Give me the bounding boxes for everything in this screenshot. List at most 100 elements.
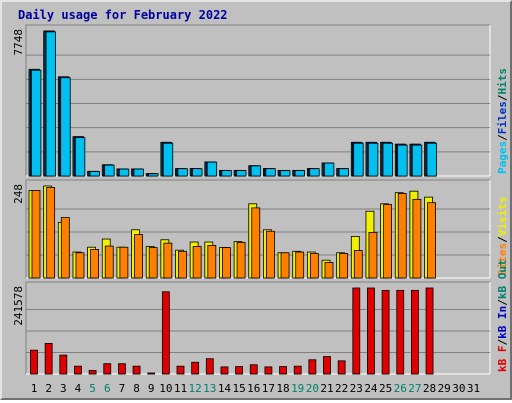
legend-item-visits: Visits xyxy=(496,197,509,237)
x-tick-label-day-25: 25 xyxy=(379,382,392,395)
bar-pages-day-17 xyxy=(265,168,276,177)
bar-pages-day-5 xyxy=(89,171,100,177)
bar-kbytes-day-2 xyxy=(44,342,53,375)
x-tick-label-day-14: 14 xyxy=(218,382,232,395)
bar-kbytes-day-15 xyxy=(235,366,244,375)
bar-sites-day-16 xyxy=(251,207,261,279)
bar-sites-day-25 xyxy=(383,204,393,279)
bar-pages-day-26 xyxy=(397,144,408,177)
bar-sites-day-22 xyxy=(339,253,349,279)
bar-pages-day-27 xyxy=(411,144,423,177)
bar-pages-day-1 xyxy=(30,69,42,177)
bar-kbytes-day-21 xyxy=(323,356,331,375)
bar-sites-day-4 xyxy=(75,252,85,279)
bar-pages-day-6 xyxy=(104,164,115,177)
plot-area xyxy=(25,281,491,375)
bar-pages-day-2 xyxy=(45,31,56,177)
bar-kbytes-day-14 xyxy=(220,366,229,375)
bar-sites-day-3 xyxy=(60,217,70,279)
bar-sites-day-27 xyxy=(412,198,422,279)
bar-sites-day-9 xyxy=(148,247,158,279)
x-tick-label-day-22: 22 xyxy=(335,382,348,395)
bar-pages-day-3 xyxy=(60,77,71,177)
bar-kbytes-day-17 xyxy=(264,366,273,375)
bar-sites-day-21 xyxy=(324,262,334,279)
x-tick-label-day-10: 10 xyxy=(159,382,172,395)
x-tick-label-day-28: 28 xyxy=(423,382,436,395)
bar-pages-day-20 xyxy=(309,168,320,177)
legend-separator: / xyxy=(496,134,509,141)
bar-sites-day-17 xyxy=(265,230,275,279)
bar-sites-day-5 xyxy=(90,249,99,279)
bar-sites-day-11 xyxy=(178,250,187,279)
bar-kbytes-day-7 xyxy=(118,363,126,375)
bar-sites-day-8 xyxy=(134,234,143,279)
legend-separator: / xyxy=(496,339,509,346)
bar-kbytes-day-25 xyxy=(381,289,390,375)
x-tick-label-day-4: 4 xyxy=(75,382,82,395)
bar-sites-day-12 xyxy=(192,246,202,279)
daily-usage-chart: Daily usage for February 2022 7748Pages/… xyxy=(12,8,509,395)
bar-kbytes-day-27 xyxy=(410,289,419,375)
x-tick-label-day-26: 26 xyxy=(394,382,407,395)
x-tick-label-day-21: 21 xyxy=(320,382,333,395)
bar-pages-day-24 xyxy=(367,142,379,177)
legend-item-files: Files xyxy=(496,101,509,134)
bar-pages-day-23 xyxy=(353,142,364,177)
bar-sites-day-23 xyxy=(353,250,363,279)
bar-pages-day-14 xyxy=(221,170,232,177)
bar-sites-day-14 xyxy=(222,247,231,279)
legend-separator: / xyxy=(496,236,509,243)
x-tick-label-day-31: 31 xyxy=(467,382,480,395)
y-max-label: 241578 xyxy=(12,286,25,326)
legend-item-kb-in: kB In xyxy=(496,306,509,339)
bar-kbytes-day-10 xyxy=(161,291,170,375)
bar-kbytes-day-12 xyxy=(191,361,200,375)
x-tick-label-day-5: 5 xyxy=(89,382,96,395)
bar-kbytes-day-23 xyxy=(352,287,361,375)
legend-visits-sites: Sites/Visits xyxy=(496,197,509,277)
bar-sites-day-19 xyxy=(295,251,305,279)
bar-kbytes-day-11 xyxy=(176,365,185,375)
bar-pages-day-7 xyxy=(118,168,130,177)
bar-sites-day-13 xyxy=(207,244,217,279)
bar-kbytes-day-18 xyxy=(279,366,287,375)
bar-pages-day-18 xyxy=(280,170,291,177)
legend-item-sites: Sites xyxy=(496,243,509,276)
x-tick-label-day-9: 9 xyxy=(148,382,155,395)
y-max-label: 7748 xyxy=(12,29,25,56)
x-tick-label-day-29: 29 xyxy=(438,382,451,395)
bar-pages-day-21 xyxy=(323,162,335,177)
bar-sites-day-18 xyxy=(280,252,290,279)
bar-kbytes-day-4 xyxy=(74,365,82,375)
bar-sites-day-20 xyxy=(309,253,319,279)
bar-pages-day-19 xyxy=(294,170,306,177)
bar-pages-day-4 xyxy=(74,137,86,177)
x-tick-label-day-12: 12 xyxy=(189,382,202,395)
x-tick-label-day-30: 30 xyxy=(452,382,465,395)
chart-panels: 7748Pages/Files/Hits248Sites/Visits24157… xyxy=(12,24,509,375)
bar-kbytes-day-8 xyxy=(132,365,141,375)
bar-sites-day-7 xyxy=(119,246,129,279)
bar-kbytes-day-22 xyxy=(337,360,346,375)
x-tick-label-day-2: 2 xyxy=(45,382,52,395)
x-tick-label-day-11: 11 xyxy=(174,382,187,395)
bar-pages-day-9 xyxy=(148,173,159,177)
y-max-label: 248 xyxy=(12,184,25,204)
bar-pages-day-15 xyxy=(236,170,247,177)
bar-kbytes-day-19 xyxy=(293,365,302,375)
x-tick-label-day-24: 24 xyxy=(364,382,378,395)
bar-sites-day-15 xyxy=(236,241,246,279)
x-tick-label-day-16: 16 xyxy=(247,382,260,395)
legend-item-kb-out: kB Out xyxy=(496,259,509,299)
chart-title: Daily usage for February 2022 xyxy=(18,8,228,22)
bar-kbytes-day-24 xyxy=(367,287,375,375)
bar-sites-day-6 xyxy=(104,245,114,279)
x-tick-label-day-20: 20 xyxy=(306,382,319,395)
x-tick-label-day-19: 19 xyxy=(291,382,304,395)
x-tick-label-day-7: 7 xyxy=(119,382,126,395)
legend-item-hits: Hits xyxy=(496,68,509,95)
